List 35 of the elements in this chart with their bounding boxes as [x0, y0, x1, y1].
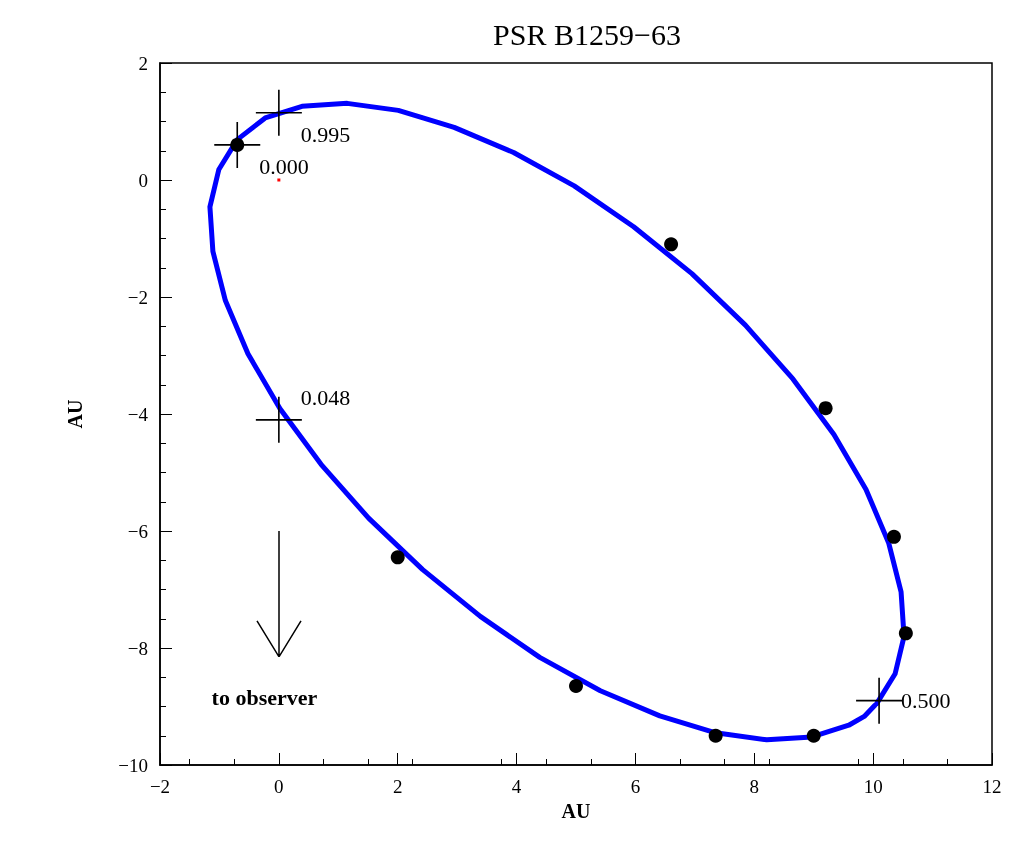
annotation: 0.000: [259, 154, 309, 180]
y-tick-label: −4: [127, 403, 149, 425]
y-tick-label: −8: [127, 637, 148, 659]
point: [255, 396, 302, 443]
point: [886, 529, 901, 544]
y-tick-label: −6: [127, 520, 148, 542]
point: [898, 626, 913, 641]
x-tick-label: 4: [511, 776, 522, 797]
x-tick-label: 0: [274, 776, 284, 797]
x-tick-label: 12: [982, 776, 1002, 797]
point: [806, 728, 821, 743]
point: [664, 237, 679, 252]
annotation: 0.048: [300, 385, 351, 411]
annotation: to observer: [211, 685, 318, 711]
y-tick-label: −10: [118, 754, 148, 776]
annotation: 0.500: [901, 688, 951, 714]
point: [255, 89, 302, 136]
y-tick-label: −2: [127, 286, 148, 308]
point: [856, 677, 903, 724]
point: [277, 178, 281, 182]
y-tick-label: 2: [138, 52, 148, 74]
point: [214, 121, 261, 168]
y-axis-title: AU: [64, 399, 86, 429]
x-axis-title: AU: [561, 799, 591, 822]
chart-title: PSR B1259−63: [493, 17, 681, 51]
x-tick-label: 2: [392, 776, 403, 797]
point: [818, 401, 833, 416]
x-tick-label: 8: [749, 776, 760, 797]
point: [390, 550, 405, 565]
x-tick-label: 6: [630, 776, 641, 797]
point: [708, 728, 723, 743]
point: [569, 679, 583, 694]
x-tick-label: 10: [863, 776, 883, 797]
y-tick-label: 0: [138, 169, 148, 191]
annotation: 0.995: [300, 122, 351, 148]
